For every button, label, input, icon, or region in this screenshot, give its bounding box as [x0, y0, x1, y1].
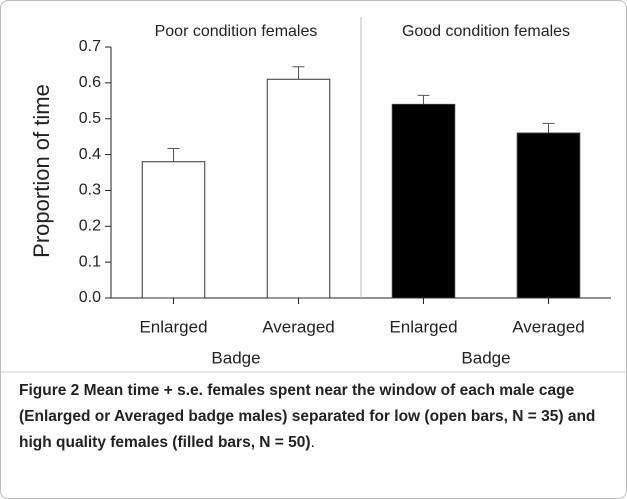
x-axis-label: Badge [461, 348, 510, 367]
x-axis-label: Badge [211, 348, 260, 367]
caption: Figure 2 Mean time + s.e. females spent … [19, 378, 615, 456]
y-tick-label: 0.3 [79, 182, 101, 199]
x-tick-label: Enlarged [139, 317, 207, 336]
bar [141, 161, 206, 299]
y-tick-label: 0.0 [79, 289, 101, 306]
x-tick-label: Enlarged [389, 317, 457, 336]
caption-end: . [310, 434, 315, 451]
y-axis-label: Proportion of time [29, 84, 54, 258]
caption-label: Figure 2 [19, 382, 80, 399]
y-tick-label: 0.2 [79, 218, 101, 235]
bar [516, 132, 581, 299]
chart: Proportion of time 0.0 0.1 0.2 0.3 0.4 0.5 0.6… [1, 17, 626, 373]
panel-title: Good condition females [402, 23, 570, 40]
panel-title: Poor condition females [155, 23, 318, 40]
y-tick-label: 0.5 [79, 110, 101, 127]
caption-text: Mean time + s.e. females spent near the … [19, 382, 596, 451]
bar [266, 78, 331, 299]
bar [391, 103, 456, 299]
y-tick-label: 0.1 [79, 253, 101, 270]
x-tick-label: Averaged [262, 317, 334, 336]
x-tick-label: Averaged [512, 317, 584, 336]
y-tick-label: 0.6 [79, 74, 101, 91]
y-tick-label: 0.4 [79, 146, 101, 163]
y-tick-label: 0.7 [79, 38, 101, 55]
